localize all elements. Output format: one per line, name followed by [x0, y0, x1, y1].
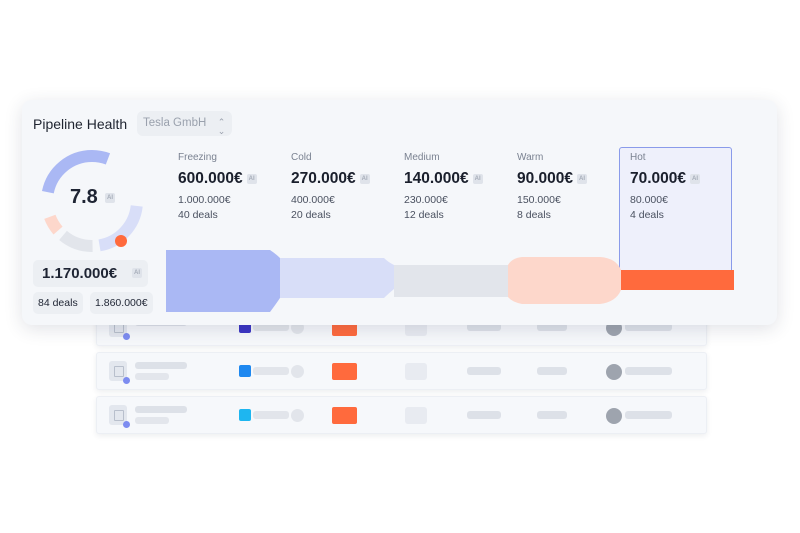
- owner-color-square: [239, 365, 251, 377]
- total-target: 1.860.000€: [90, 292, 153, 314]
- stage-target: 1.000.000€: [178, 194, 231, 206]
- assignee-placeholder: [625, 411, 672, 419]
- stage-target: 150.000€: [517, 194, 561, 206]
- stage-warm[interactable]: Warm 90.000€ AI 150.000€ 8 deals: [517, 152, 629, 221]
- card-title: Pipeline Health: [33, 116, 128, 132]
- hot-stage-highlight[interactable]: [619, 147, 732, 290]
- ai-badge-icon: AI: [577, 173, 588, 184]
- company-name-placeholder: [135, 362, 187, 369]
- gauge-segment-medium: [41, 150, 143, 252]
- assignee-placeholder: [625, 323, 672, 331]
- ai-badge-icon: AI: [359, 173, 370, 184]
- stage-medium[interactable]: Medium 140.000€ AI 230.000€ 12 deals: [404, 152, 516, 221]
- company-name-placeholder: [135, 406, 187, 413]
- ai-badge-icon: AI: [690, 173, 701, 184]
- owner-placeholder: [253, 367, 289, 375]
- value-placeholder: [467, 411, 501, 419]
- company-sub-placeholder: [135, 373, 169, 380]
- health-score: 7.8: [70, 186, 98, 208]
- priority-tag: [332, 407, 357, 424]
- assignee-avatar: [606, 408, 622, 424]
- value-placeholder: [467, 323, 501, 331]
- stage-deals: 12 deals: [404, 209, 444, 221]
- funnel-segment-hot: [621, 270, 734, 290]
- chevron-updown-icon: ⌃ ⌄: [217, 117, 226, 136]
- stage-name: Medium: [404, 152, 440, 163]
- funnel-segment-cold: [280, 258, 394, 298]
- total-value-box: 1.170.000€ AI: [33, 260, 148, 287]
- funnel-segment-freezing: [166, 250, 280, 312]
- stage-value: 90.000€: [517, 170, 574, 187]
- health-score-gauge: [41, 150, 143, 252]
- status-dot: [123, 377, 130, 384]
- stage-value: 70.000€: [630, 170, 687, 187]
- ai-badge-icon: AI: [246, 173, 257, 184]
- stage-deals: 8 deals: [517, 209, 551, 221]
- owner-placeholder: [253, 411, 289, 419]
- stage-name: Freezing: [178, 152, 217, 163]
- stage-tag: [405, 407, 427, 424]
- status-dot: [123, 333, 130, 340]
- owner-placeholder: [253, 323, 289, 331]
- company-select-value: Tesla GmbH: [143, 117, 207, 129]
- company-select[interactable]: Tesla GmbH ⌃ ⌄: [137, 111, 233, 136]
- ai-badge-icon: AI: [132, 268, 142, 278]
- gauge-segment-freezing: [41, 150, 143, 252]
- stage-value: 140.000€: [404, 170, 469, 187]
- pipeline-funnel: [166, 250, 734, 312]
- stage-hot[interactable]: Hot 70.000€ AI 80.000€ 4 deals: [630, 152, 742, 221]
- ai-badge-icon: AI: [105, 193, 115, 203]
- funnel-segment-warm: [508, 257, 621, 304]
- date-placeholder: [537, 323, 567, 331]
- stage-target: 400.000€: [291, 194, 335, 206]
- gauge-marker: [115, 235, 127, 247]
- stage-value: 600.000€: [178, 170, 243, 187]
- stage-name: Hot: [630, 152, 646, 163]
- stage-name: Cold: [291, 152, 312, 163]
- status-dot: [123, 421, 130, 428]
- company-sub-placeholder: [135, 417, 169, 424]
- funnel-segment-medium: [394, 265, 508, 297]
- date-placeholder: [537, 411, 567, 419]
- stage-name: Warm: [517, 152, 544, 163]
- priority-tag: [332, 363, 357, 380]
- stage-cold[interactable]: Cold 270.000€ AI 400.000€ 20 deals: [291, 152, 403, 221]
- owner-avatar: [291, 365, 304, 378]
- stage-deals: 4 deals: [630, 209, 664, 221]
- company-icon: [109, 361, 127, 381]
- owner-avatar: [291, 409, 304, 422]
- table-row[interactable]: [96, 396, 707, 434]
- stage-freezing[interactable]: Freezing 600.000€ AI 1.000.000€ 40 deals: [178, 152, 290, 221]
- value-placeholder: [467, 367, 501, 375]
- owner-color-square: [239, 409, 251, 421]
- stage-deals: 40 deals: [178, 209, 218, 221]
- assignee-avatar: [606, 364, 622, 380]
- total-value: 1.170.000€: [42, 265, 118, 282]
- stage-tag: [405, 363, 427, 380]
- date-placeholder: [537, 367, 567, 375]
- table-row[interactable]: [96, 352, 707, 390]
- stage-deals: 20 deals: [291, 209, 331, 221]
- total-deals: 84 deals: [33, 292, 83, 314]
- stage-target: 80.000€: [630, 194, 668, 206]
- company-icon: [109, 405, 127, 425]
- pipeline-health-card: Pipeline Health Tesla GmbH ⌃ ⌄ 7.8 AI 1.1…: [22, 100, 777, 325]
- stage-target: 230.000€: [404, 194, 448, 206]
- ai-badge-icon: AI: [472, 173, 483, 184]
- assignee-placeholder: [625, 367, 672, 375]
- stage-value: 270.000€: [291, 170, 356, 187]
